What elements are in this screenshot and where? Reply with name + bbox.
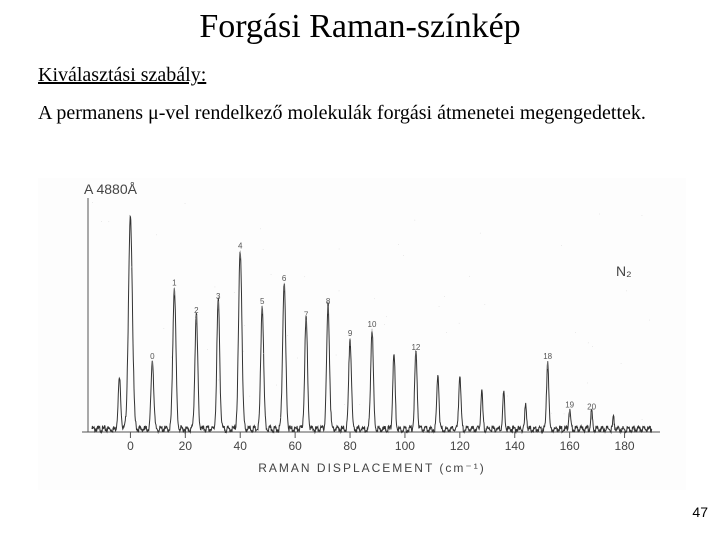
page-number: 47 <box>692 504 708 520</box>
svg-text:40: 40 <box>234 439 248 453</box>
page-title: Forgási Raman-színkép <box>0 0 720 46</box>
svg-text:120: 120 <box>450 439 470 453</box>
svg-text:12: 12 <box>411 343 420 352</box>
svg-text:140: 140 <box>505 439 525 453</box>
svg-text:80: 80 <box>343 439 357 453</box>
selection-rule-heading: Kiválasztási szabály: <box>0 46 720 87</box>
svg-text:20: 20 <box>587 403 596 412</box>
selection-rule-body: A permanens μ-vel rendelkező molekulák f… <box>0 87 720 126</box>
raman-spectrum-chart: 020406080100120140160180RAMAN DISPLACEME… <box>38 178 686 490</box>
svg-text:0: 0 <box>150 352 155 361</box>
svg-text:0: 0 <box>127 439 134 453</box>
svg-text:60: 60 <box>288 439 302 453</box>
svg-text:100: 100 <box>395 439 415 453</box>
svg-text:A 4880Å: A 4880Å <box>84 181 138 197</box>
svg-text:N₂: N₂ <box>616 263 632 279</box>
svg-text:20: 20 <box>179 439 193 453</box>
svg-text:180: 180 <box>615 439 635 453</box>
svg-text:4: 4 <box>238 242 243 251</box>
svg-text:160: 160 <box>560 439 580 453</box>
svg-text:RAMAN DISPLACEMENT (cm⁻¹): RAMAN DISPLACEMENT (cm⁻¹) <box>258 461 485 475</box>
svg-text:7: 7 <box>304 311 309 320</box>
svg-text:3: 3 <box>216 292 221 301</box>
svg-text:8: 8 <box>326 297 331 306</box>
svg-text:18: 18 <box>543 352 552 361</box>
svg-text:19: 19 <box>565 400 574 409</box>
svg-text:10: 10 <box>368 320 377 329</box>
svg-text:5: 5 <box>260 297 265 306</box>
svg-text:6: 6 <box>282 274 287 283</box>
svg-text:1: 1 <box>172 278 177 287</box>
svg-text:2: 2 <box>194 306 199 315</box>
svg-text:9: 9 <box>348 329 353 338</box>
